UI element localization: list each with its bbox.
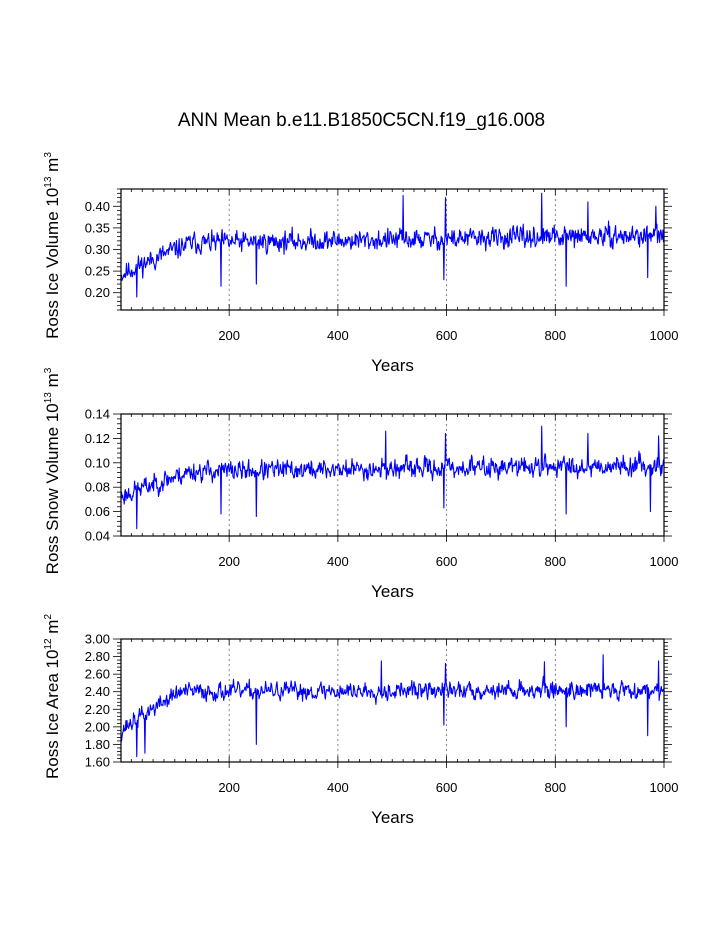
y-axis-title-unit-exponent: 3 [43, 367, 54, 373]
y-axis-title-unit-exponent: 3 [43, 152, 54, 158]
plot-frame [120, 638, 665, 763]
x-tick-label: 600 [436, 780, 458, 795]
y-tick-label: 2.80 [85, 649, 110, 664]
x-tick-label: 800 [544, 328, 566, 343]
x-tick-label: 1000 [650, 554, 679, 569]
y-tick-label: 0.14 [85, 407, 110, 422]
series-line [120, 192, 665, 298]
plot-frame [120, 188, 665, 311]
chart-panel-1: 200 400 600 800 1000 0.20 0.25 0.30 0.35 0.40 Year… [43, 152, 678, 375]
y-tick-label: 1.60 [85, 755, 110, 770]
x-axis-title: Years [371, 356, 414, 375]
y-tick-label: 0.10 [85, 455, 110, 470]
y-tick-label: 0.30 [85, 242, 110, 257]
x-tick-label: 200 [218, 328, 240, 343]
y-tick-label: 0.04 [85, 529, 110, 544]
y-tick-label: 0.06 [85, 504, 110, 519]
x-axis-title: Years [371, 808, 414, 827]
y-tick-label: 0.20 [85, 285, 110, 300]
x-axis-title: Years [371, 582, 414, 601]
x-tick-label: 800 [544, 554, 566, 569]
y-tick-label: 0.25 [85, 264, 110, 279]
x-tick-label: 1000 [650, 780, 679, 795]
y-axis-title-unit: m [43, 620, 62, 639]
x-tick-label: 400 [327, 554, 349, 569]
x-tick-label: 400 [327, 328, 349, 343]
y-tick-label: 0.35 [85, 220, 110, 235]
y-axis-title-exponent: 13 [43, 176, 54, 188]
y-tick-label: 0.12 [85, 431, 110, 446]
y-axis-title-unit: m [43, 158, 62, 177]
chart-panel-3: 200 400 600 800 1000 1.60 1.80 2.00 2.20 2.40 2.60… [43, 614, 678, 827]
x-tick-label: 200 [218, 780, 240, 795]
y-axis-title: Ross Snow Volume 1013 m3 [43, 367, 62, 574]
x-tick-label: 200 [218, 554, 240, 569]
y-axis-title-main: Ross Ice Volume 10 [43, 188, 62, 339]
x-tick-label: 1000 [650, 328, 679, 343]
y-axis-title: Ross Ice Area 1012 m2 [43, 614, 62, 779]
x-tick-label: 800 [544, 780, 566, 795]
y-axis-title-unit-exponent: 2 [43, 614, 54, 620]
chart-title: ANN Mean b.e11.B1850C5CN.f19_g16.008 [177, 110, 546, 131]
x-tick-label: 400 [327, 780, 349, 795]
y-tick-label: 0.08 [85, 480, 110, 495]
y-axis-title-main: Ross Snow Volume 10 [43, 403, 62, 574]
series-line [120, 425, 665, 530]
y-tick-label: 2.00 [85, 719, 110, 734]
y-axis-title-exponent: 13 [43, 392, 54, 404]
y-tick-label: 2.40 [85, 684, 110, 699]
series-line [120, 654, 665, 758]
y-axis-title: Ross Ice Volume 1013 m3 [43, 152, 62, 339]
y-tick-label: 1.80 [85, 737, 110, 752]
y-axis-title-unit: m [43, 373, 62, 392]
y-axis-title-main: Ross Ice Area 10 [43, 650, 62, 779]
y-tick-label: 2.60 [85, 667, 110, 682]
y-tick-label: 3.00 [85, 632, 110, 647]
y-tick-label: 0.40 [85, 199, 110, 214]
chart-panel-2: 200 400 600 800 1000 0.04 0.06 0.08 0.10 0.12 0.14… [43, 367, 678, 601]
x-tick-label: 600 [436, 554, 458, 569]
y-axis-title-exponent: 12 [43, 638, 54, 650]
y-tick-label: 2.20 [85, 702, 110, 717]
x-tick-label: 600 [436, 328, 458, 343]
